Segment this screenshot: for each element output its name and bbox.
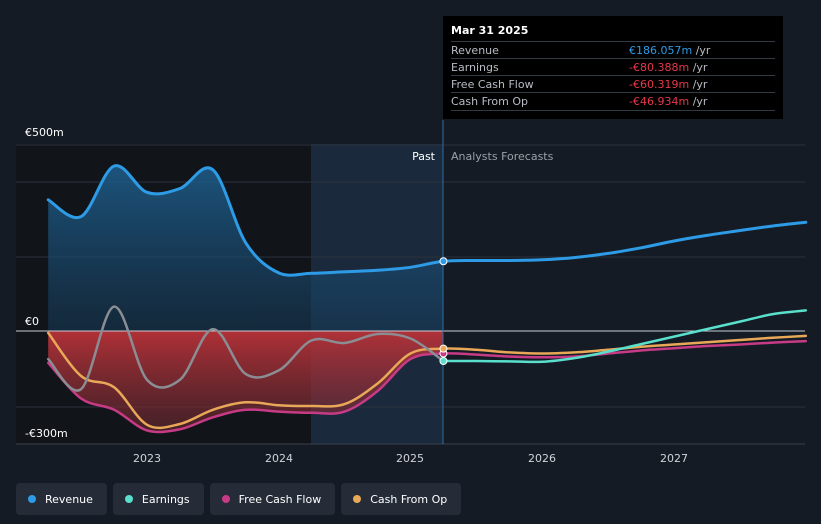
forecast-label: Analysts Forecasts <box>451 150 554 163</box>
tooltip-label: Earnings <box>451 61 499 74</box>
legend-item-revenue[interactable]: Revenue <box>16 483 107 515</box>
tooltip-row-free-cash-flow: Free Cash Flow -€60.319m /yr <box>451 75 775 93</box>
x-tick-label: 2027 <box>660 452 688 465</box>
tooltip-value: -€80.388m /yr <box>629 61 708 74</box>
cash-from-op-marker[interactable] <box>439 344 448 353</box>
tooltip-date: Mar 31 2025 <box>451 24 529 37</box>
legend-label: Cash From Op <box>370 492 448 506</box>
earnings-forecast-line <box>442 309 808 364</box>
tooltip: Mar 31 2025 Revenue €186.057m /yr Earnin… <box>443 16 783 119</box>
legend-dot-icon <box>28 495 36 503</box>
legend-dot-icon <box>221 495 230 503</box>
tooltip-row-earnings: Earnings -€80.388m /yr <box>451 58 775 76</box>
tooltip-row-revenue: Revenue €186.057m /yr <box>451 41 775 59</box>
y-tick-label: -€300m <box>25 427 68 440</box>
tooltip-row-cash-from-op: Cash From Op -€46.934m /yr <box>451 92 775 111</box>
tooltip-value: €186.057m /yr <box>629 44 711 57</box>
legend-dot-icon <box>353 495 362 503</box>
negative-area-fill <box>48 331 443 433</box>
x-tick-label: 2025 <box>396 452 424 465</box>
past-label: Past <box>412 150 436 163</box>
x-tick-label: 2023 <box>133 452 161 465</box>
legend-item-earnings[interactable]: Earnings <box>112 483 204 515</box>
legend-label: Revenue <box>45 492 93 506</box>
free-cash-flow-line <box>46 339 808 434</box>
x-tick-label: 2026 <box>528 452 556 465</box>
tooltip-label: Cash From Op <box>451 95 529 108</box>
y-tick-label: €500m <box>25 126 64 139</box>
legend-item-free-cash-flow[interactable]: Free Cash Flow <box>209 483 336 515</box>
revenue-marker[interactable] <box>439 257 448 266</box>
legend-dot-icon <box>124 495 133 503</box>
legend-item-cash-from-op[interactable]: Cash From Op <box>341 483 462 515</box>
legend-label: Free Cash Flow <box>238 492 322 506</box>
tooltip-label: Free Cash Flow <box>451 78 534 91</box>
tooltip-value: -€46.934m /yr <box>629 95 708 108</box>
tooltip-value: -€60.319m /yr <box>629 78 708 91</box>
revenue-area-fill <box>48 165 443 331</box>
x-tick-label: 2024 <box>265 452 293 465</box>
revenue-line <box>46 164 808 277</box>
earnings-past-line <box>46 305 445 392</box>
legend-label: Earnings <box>141 492 190 506</box>
legend: Revenue Earnings Free Cash Flow Cash Fro… <box>16 483 462 515</box>
y-tick-label: €0 <box>25 315 39 328</box>
earnings-marker[interactable] <box>439 357 448 365</box>
tooltip-label: Revenue <box>451 44 499 57</box>
